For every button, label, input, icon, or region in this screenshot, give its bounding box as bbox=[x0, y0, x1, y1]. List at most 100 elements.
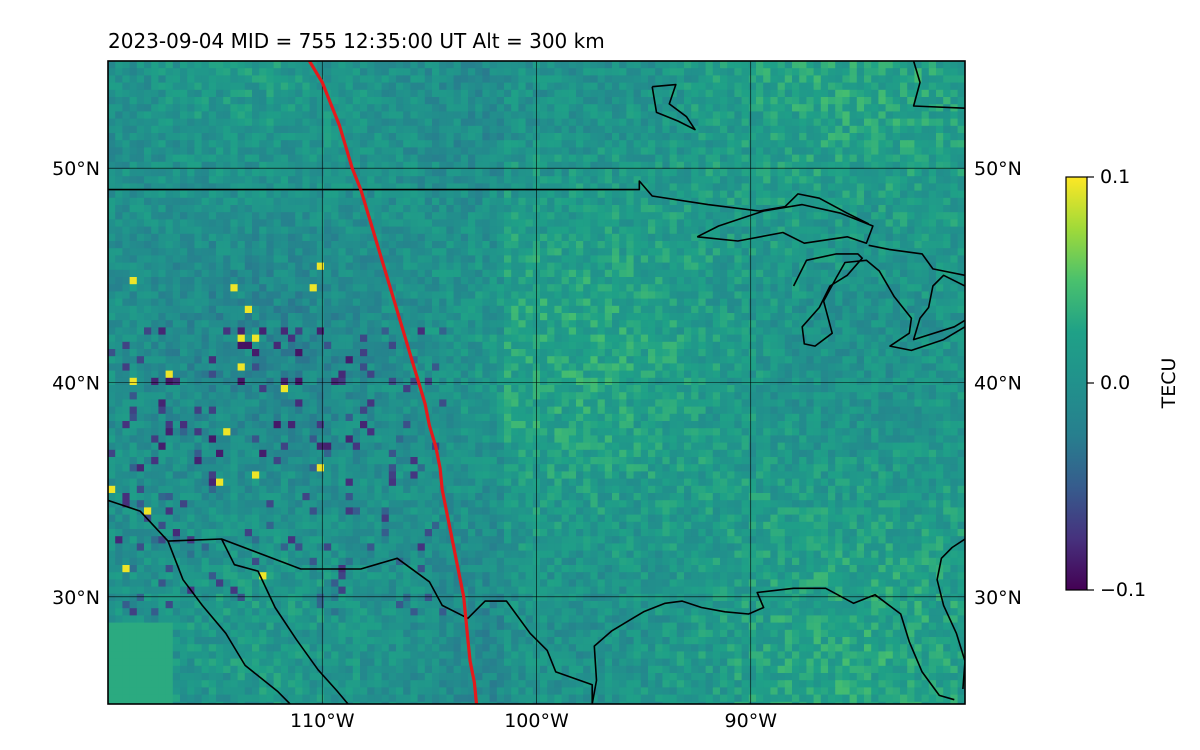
heatmap-cell bbox=[259, 334, 267, 343]
heatmap-cell bbox=[777, 161, 786, 170]
heatmap-cell bbox=[540, 219, 548, 227]
heatmap-cell bbox=[144, 89, 152, 98]
heatmap-cell bbox=[302, 133, 310, 141]
heatmap-cell bbox=[446, 241, 454, 249]
heatmap-cell bbox=[568, 313, 577, 321]
heatmap-cell bbox=[849, 89, 858, 98]
heatmap-cell bbox=[799, 248, 807, 256]
heatmap-cell bbox=[316, 349, 325, 357]
heatmap-cell bbox=[172, 68, 181, 76]
heatmap-cell bbox=[460, 269, 469, 278]
heatmap-cell bbox=[856, 248, 865, 256]
heatmap-cell bbox=[676, 241, 685, 249]
heatmap-cell bbox=[612, 147, 620, 155]
heatmap-cell bbox=[237, 118, 246, 127]
heatmap-cell bbox=[482, 233, 490, 242]
heatmap-cell bbox=[273, 255, 282, 263]
heatmap-cell bbox=[763, 241, 771, 249]
heatmap-cell bbox=[432, 183, 440, 191]
heatmap-cell bbox=[187, 341, 195, 350]
heatmap-cell bbox=[921, 305, 930, 314]
heatmap-cell bbox=[511, 161, 519, 170]
heatmap-cell bbox=[784, 255, 793, 263]
heatmap-cell bbox=[172, 262, 181, 271]
heatmap-cell bbox=[446, 197, 454, 206]
heatmap-cell bbox=[727, 61, 735, 69]
heatmap-cell bbox=[388, 183, 397, 191]
heatmap-cell bbox=[640, 140, 649, 148]
heatmap-cell bbox=[417, 133, 426, 141]
heatmap-cell bbox=[921, 298, 930, 307]
heatmap-cell bbox=[792, 262, 800, 271]
heatmap-cell bbox=[741, 349, 750, 357]
heatmap-cell bbox=[266, 133, 274, 141]
heatmap-cell bbox=[360, 75, 368, 83]
heatmap-cell bbox=[352, 327, 361, 335]
heatmap-cell bbox=[900, 169, 908, 177]
heatmap-cell bbox=[525, 104, 534, 112]
heatmap-cell bbox=[871, 111, 879, 119]
heatmap-cell bbox=[705, 111, 714, 119]
heatmap-cell bbox=[950, 226, 958, 235]
heatmap-cell bbox=[900, 61, 908, 69]
heatmap-cell bbox=[748, 176, 757, 184]
heatmap-cell bbox=[417, 104, 426, 112]
heatmap-cell bbox=[403, 97, 411, 105]
heatmap-cell bbox=[748, 147, 757, 155]
heatmap-cell bbox=[597, 169, 606, 177]
heatmap-cell bbox=[900, 255, 908, 263]
heatmap-cell bbox=[892, 248, 901, 256]
heatmap-cell bbox=[108, 183, 116, 191]
heatmap-cell bbox=[144, 291, 152, 299]
heatmap-cell bbox=[763, 327, 771, 335]
heatmap-cell bbox=[446, 313, 454, 321]
heatmap-cell bbox=[921, 183, 930, 191]
heatmap-cell bbox=[403, 269, 411, 278]
heatmap-cell bbox=[604, 82, 613, 91]
heatmap-cell bbox=[828, 111, 836, 119]
heatmap-cell bbox=[727, 97, 735, 105]
heatmap-cell bbox=[540, 133, 548, 141]
heatmap-cell bbox=[216, 277, 224, 285]
heatmap-cell bbox=[640, 104, 649, 112]
heatmap-cell bbox=[259, 284, 267, 292]
heatmap-cell bbox=[626, 356, 634, 364]
heatmap-cell bbox=[813, 255, 822, 263]
heatmap-cell bbox=[374, 233, 382, 242]
heatmap-cell bbox=[756, 262, 764, 271]
heatmap-cell bbox=[468, 68, 476, 76]
heatmap-cell bbox=[345, 169, 354, 177]
heatmap-cell bbox=[453, 298, 462, 307]
heatmap-cell bbox=[676, 169, 685, 177]
heatmap-cell bbox=[597, 313, 606, 321]
heatmap-cell bbox=[482, 255, 490, 263]
heatmap-cell bbox=[727, 75, 735, 83]
heatmap-cell bbox=[748, 154, 757, 163]
heatmap-cell bbox=[108, 205, 116, 213]
heatmap-cell bbox=[453, 75, 462, 83]
heatmap-cell bbox=[518, 226, 526, 235]
heatmap-cell bbox=[396, 176, 404, 184]
heatmap-cell bbox=[540, 241, 548, 249]
heatmap-cell bbox=[309, 262, 318, 271]
heatmap-cell bbox=[172, 97, 181, 105]
heatmap-cell bbox=[964, 68, 965, 76]
heatmap-cell bbox=[568, 327, 577, 335]
heatmap-cell bbox=[892, 262, 901, 271]
heatmap-cell bbox=[849, 197, 858, 206]
heatmap-cell bbox=[194, 154, 202, 163]
heatmap-cell bbox=[122, 269, 130, 278]
heatmap-cell bbox=[129, 226, 138, 235]
heatmap-cell bbox=[216, 61, 224, 69]
heatmap-cell bbox=[626, 298, 634, 307]
heatmap-cell bbox=[518, 147, 526, 155]
heatmap-cell bbox=[496, 356, 505, 364]
heatmap-cell bbox=[331, 125, 339, 134]
heatmap-cell bbox=[748, 269, 757, 278]
heatmap-cell bbox=[756, 190, 764, 199]
heatmap-cell bbox=[144, 212, 152, 220]
heatmap-cell bbox=[172, 104, 181, 112]
heatmap-cell bbox=[878, 176, 886, 184]
heatmap-cell bbox=[446, 219, 454, 227]
heatmap-cell bbox=[914, 61, 922, 69]
